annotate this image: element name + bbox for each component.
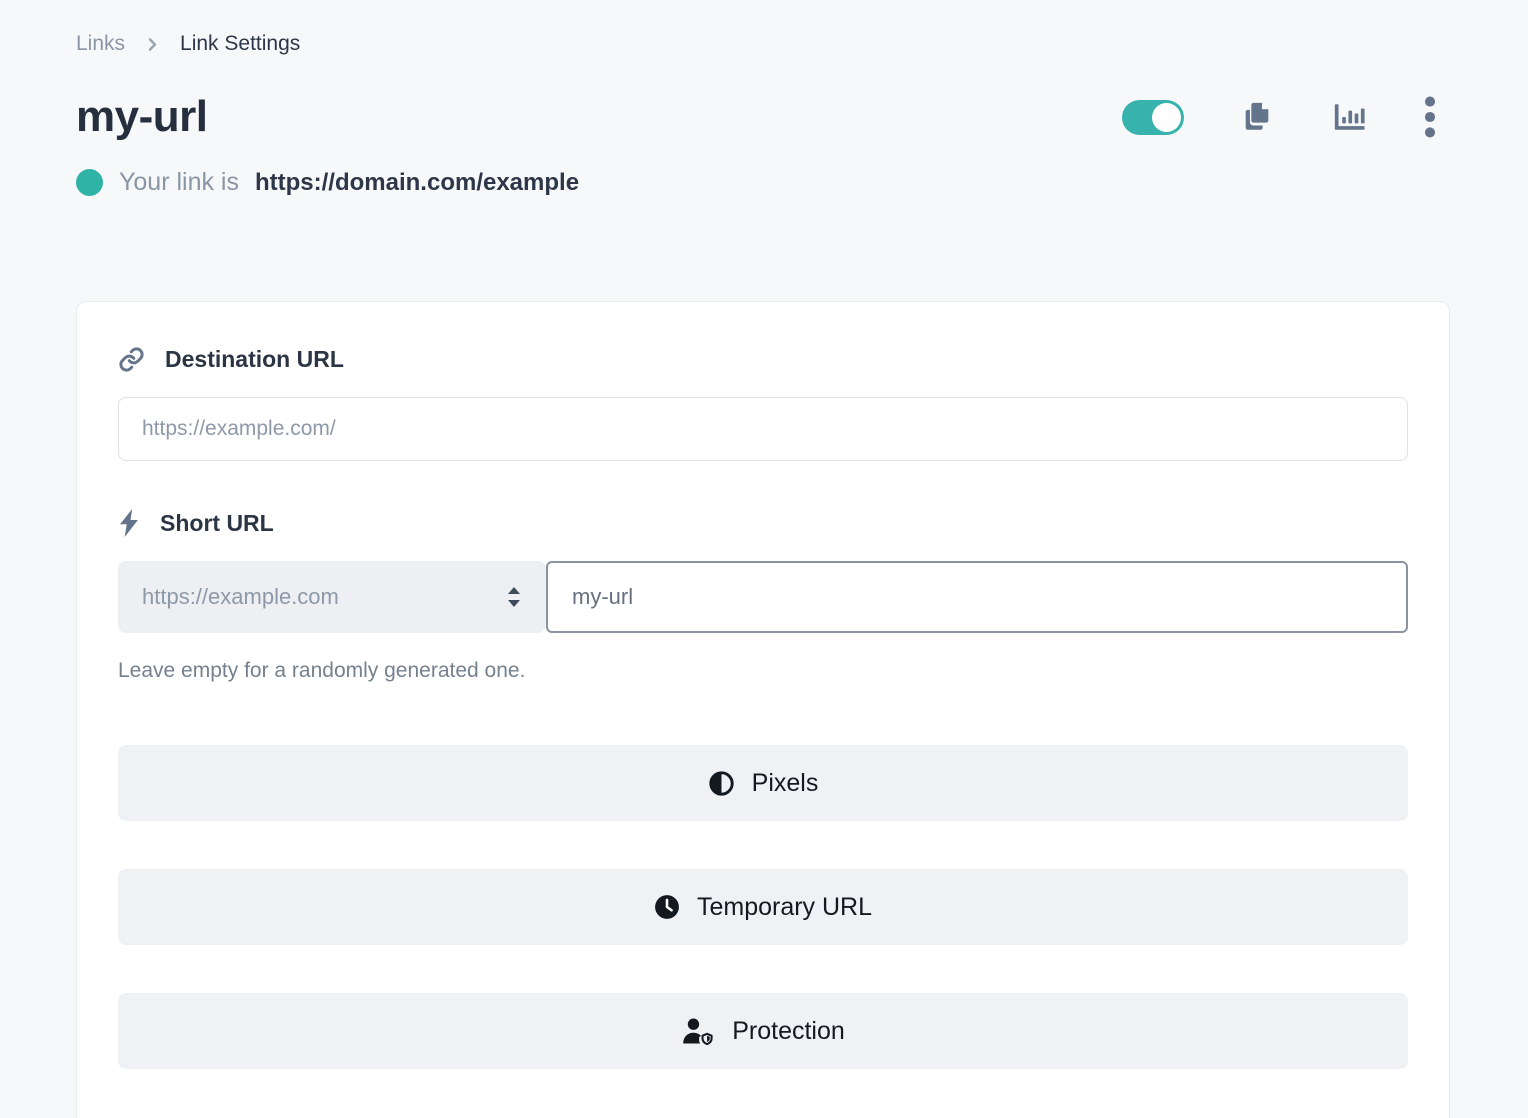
short-url-row: https://example.com [118, 561, 1408, 633]
status-dot-icon [76, 169, 103, 196]
half-circle-icon [708, 770, 735, 797]
temporary-url-section-label: Temporary URL [696, 892, 873, 921]
chart-icon [1330, 100, 1368, 134]
destination-url-label-row: Destination URL [118, 346, 1408, 373]
link-active-toggle[interactable] [1122, 99, 1184, 135]
more-options-button[interactable] [1424, 96, 1436, 138]
page-title: my-url [76, 92, 208, 141]
status-text: Your link is [119, 168, 239, 196]
header-actions [1122, 96, 1450, 138]
link-status-row: Your link is https://domain.com/example [76, 168, 1450, 197]
page-header: my-url [76, 92, 1450, 142]
destination-url-input[interactable] [118, 397, 1408, 461]
user-shield-icon [681, 1017, 715, 1045]
short-url-label-row: Short URL [118, 509, 1408, 537]
status-url: https://domain.com/example [254, 168, 580, 196]
pixels-section-button[interactable]: Pixels [118, 745, 1408, 821]
breadcrumb: Links Link Settings [76, 32, 1450, 56]
clock-icon [654, 894, 680, 920]
short-url-slug-input[interactable] [546, 561, 1408, 633]
pixels-section-label: Pixels [751, 768, 819, 797]
link-icon [118, 346, 145, 373]
protection-section-button[interactable]: Protection [118, 993, 1408, 1069]
copy-link-button[interactable] [1240, 100, 1274, 134]
short-url-label: Short URL [160, 509, 274, 536]
kebab-menu-icon [1424, 96, 1436, 138]
domain-select[interactable]: https://example.com [118, 561, 546, 633]
bolt-icon [118, 509, 140, 537]
collapsible-sections: Pixels Temporary URL [118, 745, 1408, 1069]
protection-section-label: Protection [732, 1016, 845, 1045]
short-url-helper-text: Leave empty for a randomly generated one… [118, 659, 526, 682]
breadcrumb-link-settings: Link Settings [180, 32, 301, 55]
domain-select-value: https://example.com [142, 584, 339, 609]
breadcrumb-links[interactable]: Links [76, 32, 126, 55]
link-settings-card: Destination URL Short URL https://exampl… [76, 301, 1450, 1118]
temporary-url-section-button[interactable]: Temporary URL [118, 869, 1408, 945]
chevron-right-icon [145, 37, 160, 52]
sort-arrows-icon [504, 585, 524, 609]
destination-url-label: Destination URL [165, 346, 344, 372]
statistics-button[interactable] [1330, 100, 1368, 134]
copy-icon [1240, 100, 1274, 134]
toggle-knob [1152, 102, 1181, 132]
